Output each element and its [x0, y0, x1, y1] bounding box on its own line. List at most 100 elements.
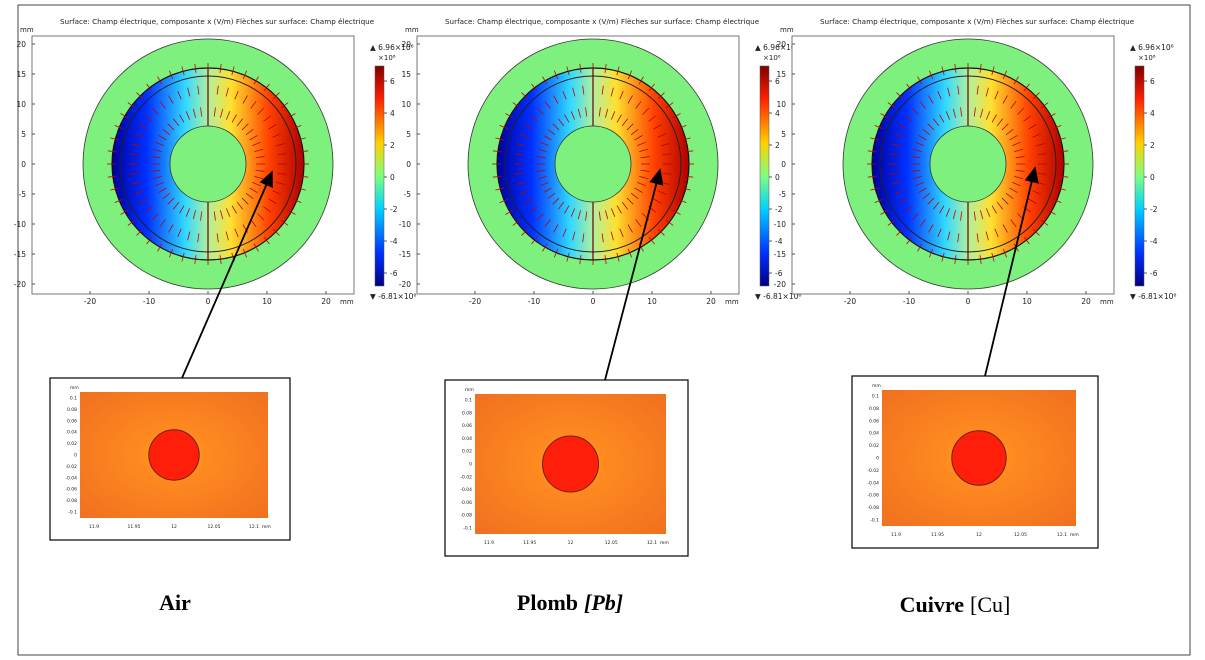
field-arrow	[891, 143, 901, 147]
panel: Surface: Champ électrique, composante x …	[14, 17, 417, 306]
inset: mm 0.1 0.08 0.06 0.04 0.02 0 -0.02 -0.04 -0.06 -0.…	[444, 379, 689, 557]
inset: mm 0.1 0.08 0.06 0.04 0.02 0 -0.02 -0.04 -0.06 -0.…	[49, 377, 291, 541]
field-arrow	[867, 150, 877, 153]
field-arrow	[194, 255, 197, 265]
field-arrow	[585, 107, 588, 117]
field-arrow	[662, 172, 672, 175]
field-arrow	[996, 201, 1004, 210]
field-arrow	[1001, 197, 1009, 205]
field-arrow	[296, 137, 306, 141]
field-arrow	[234, 90, 239, 100]
field-arrow	[524, 124, 533, 130]
inset-x-tick-label: 12.05	[1014, 532, 1027, 538]
field-arrow	[179, 114, 185, 123]
field-arrow	[889, 172, 899, 175]
colorbar-tick-label: 2	[775, 141, 780, 150]
field-arrow	[681, 187, 691, 191]
field-arrow	[167, 197, 175, 205]
field-arrow	[1028, 124, 1037, 130]
field-arrow	[932, 201, 940, 210]
field-arrow	[155, 141, 164, 147]
field-arrow	[219, 63, 222, 73]
caption-symbol: [Cu]	[970, 592, 1010, 617]
colorbar-tick-label: 0	[1150, 173, 1155, 182]
field-arrow	[120, 209, 129, 215]
caption-name: Plomb	[517, 590, 578, 615]
field-arrow	[1056, 137, 1066, 141]
field-arrow	[197, 233, 200, 243]
field-arrow	[952, 108, 956, 118]
field-arrow	[985, 208, 991, 217]
inset-y-tick-label: -0.04	[460, 487, 472, 493]
inset-y-tick-label: 0.06	[462, 423, 472, 429]
inset-x-tick-label: 11.9	[89, 524, 99, 530]
field-arrow	[220, 108, 224, 118]
inset-y-tick-label: 0	[469, 462, 472, 468]
field-arrow	[542, 76, 548, 85]
y-tick-label: 5	[406, 130, 411, 139]
field-arrow	[552, 197, 560, 205]
field-arrow	[648, 236, 655, 245]
y-tick-label: 15	[16, 70, 26, 79]
y-tick-label: 0	[21, 160, 26, 169]
inset-x-tick-label: 12	[171, 524, 177, 530]
field-arrow	[1015, 169, 1025, 172]
field-arrow	[152, 148, 162, 152]
field-arrow	[536, 169, 546, 172]
field-arrow	[107, 150, 117, 153]
field-arrow	[922, 192, 931, 200]
field-arrow	[906, 236, 913, 245]
field-arrow	[980, 108, 984, 118]
field-arrow	[601, 233, 604, 243]
field-arrow	[512, 219, 521, 226]
inset-y-tick-label: 0.08	[869, 406, 879, 412]
field-arrow	[991, 205, 997, 214]
field-arrow	[1023, 236, 1030, 245]
field-arrow	[110, 187, 120, 191]
inset-y-tick-label: 0.04	[67, 430, 77, 436]
field-arrow	[598, 211, 601, 221]
field-arrow	[272, 133, 282, 138]
x-tick-label: 0	[591, 297, 596, 306]
field-arrow	[110, 137, 120, 141]
field-arrow	[616, 205, 622, 214]
field-arrow	[887, 219, 896, 226]
field-arrow	[225, 111, 231, 120]
colorbar	[374, 65, 385, 287]
field-arrow	[867, 175, 877, 178]
field-arrow	[255, 156, 265, 159]
colorbar-tick-label: -2	[1150, 205, 1158, 214]
y-tick-label: 0	[781, 160, 786, 169]
field-arrow	[616, 66, 620, 76]
field-arrow	[604, 255, 607, 265]
field-arrow	[598, 107, 601, 117]
field-arrow	[891, 181, 901, 185]
field-arrow	[241, 197, 249, 205]
field-arrow	[945, 208, 951, 217]
field-arrow	[1052, 124, 1062, 130]
inset-y-unit: mm	[465, 388, 474, 393]
inset-y-tick-label: -0.08	[460, 513, 472, 519]
field-arrow	[1009, 187, 1018, 193]
field-arrow	[127, 102, 136, 109]
field-arrow	[681, 137, 691, 141]
field-arrow	[292, 124, 302, 130]
field-arrow	[553, 95, 559, 104]
inner-conductor	[929, 125, 1007, 203]
field-arrow	[253, 243, 259, 252]
field-arrow	[531, 83, 538, 92]
y-tick-label: -20	[774, 280, 786, 289]
inset-y-tick-label: -0.08	[867, 505, 879, 511]
y-tick-label: -5	[779, 190, 787, 199]
field-arrow	[544, 101, 551, 109]
field-arrow	[619, 90, 624, 100]
y-tick-label: 10	[401, 100, 411, 109]
field-arrow	[672, 209, 681, 215]
field-arrow	[928, 224, 934, 233]
field-arrow	[1002, 95, 1008, 104]
x-tick-label: -10	[528, 297, 540, 306]
field-arrow	[181, 66, 185, 76]
field-arrow	[187, 231, 191, 241]
field-arrow	[562, 228, 567, 238]
field-arrow	[894, 190, 904, 195]
